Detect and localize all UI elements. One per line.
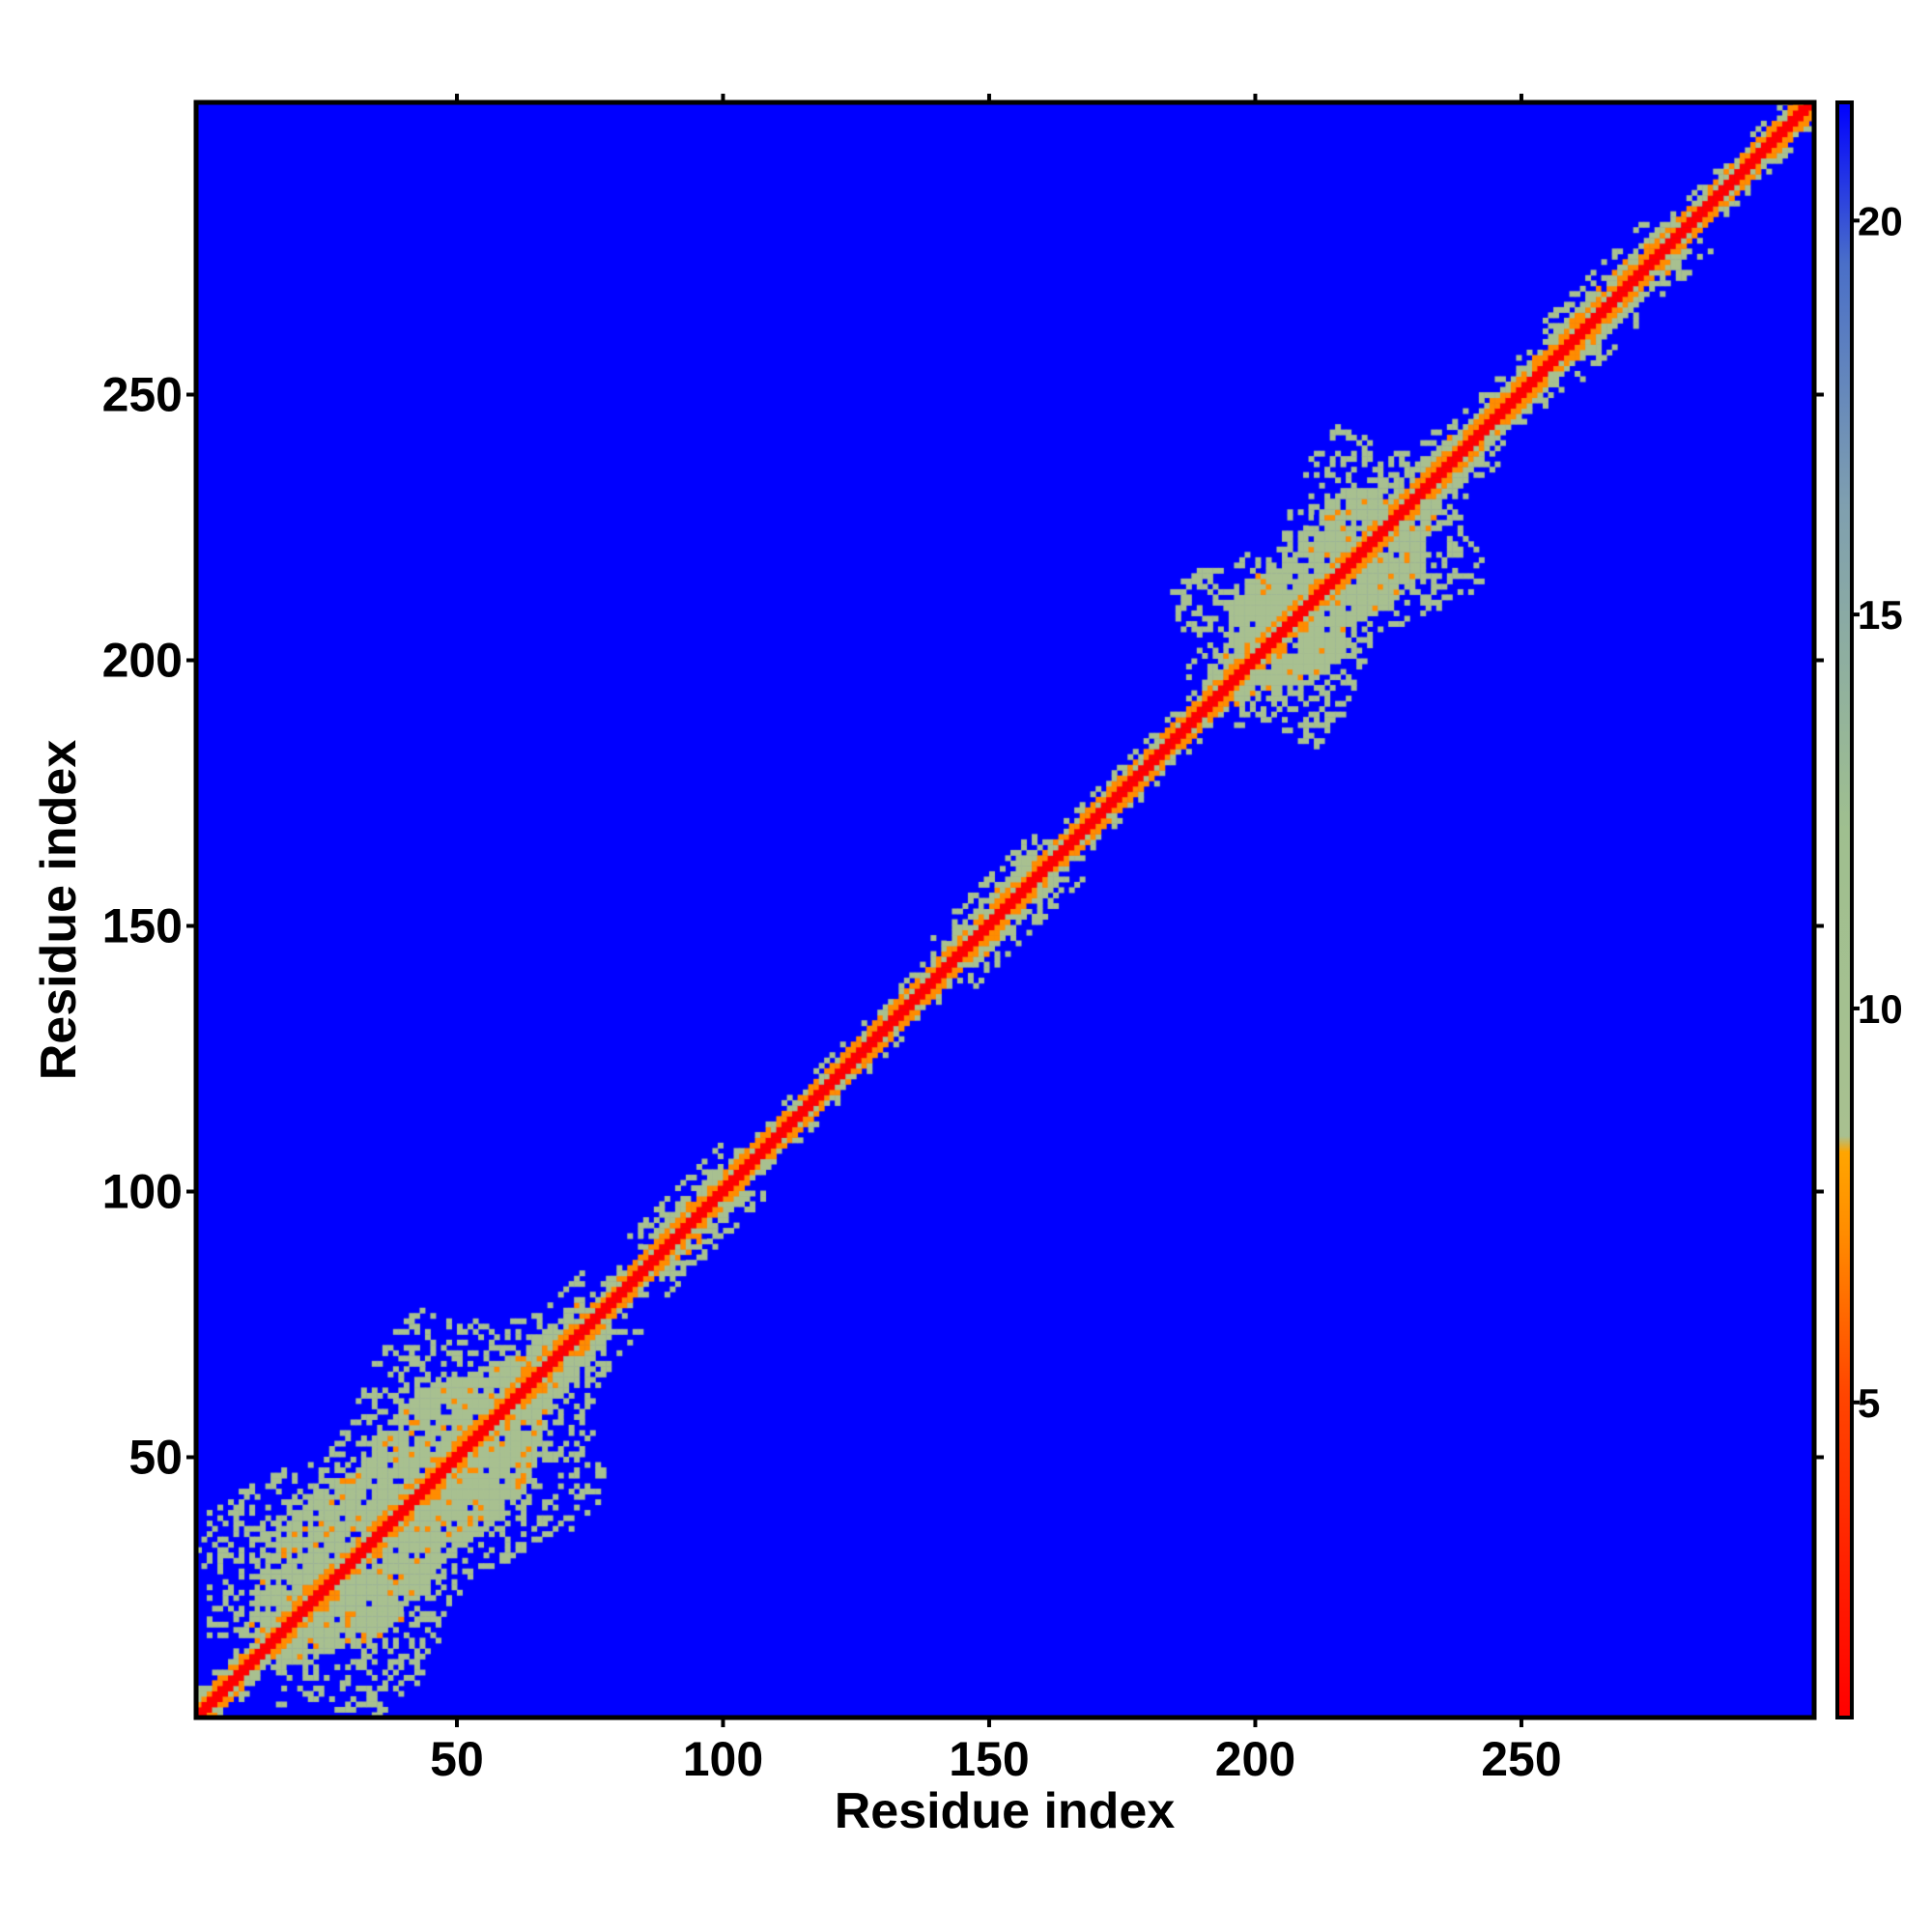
y-tick-label: 100 <box>102 1165 183 1219</box>
x-tick-label: 100 <box>683 1732 763 1786</box>
colorbar-tick-label: 5 <box>1858 1380 1880 1426</box>
y-tick-label: 200 <box>102 634 183 688</box>
colorbar-tick-label: 10 <box>1858 986 1903 1032</box>
x-tick-label: 150 <box>949 1732 1029 1786</box>
y-axis-ticks: 50 100 150 200 250 <box>102 368 1824 1485</box>
heatmap-area <box>196 102 1814 1718</box>
y-tick-label: 50 <box>128 1431 183 1485</box>
y-tick-label: 250 <box>102 368 183 422</box>
colorbar-gradient <box>1835 100 1854 1719</box>
colorbar-ticks: 5 10 15 20 <box>1852 198 1903 1426</box>
x-tick-label: 250 <box>1481 1732 1561 1786</box>
x-axis-title: Residue index <box>835 1783 1176 1839</box>
heatmap-image <box>196 102 1814 1718</box>
x-axis-ticks: 50 100 150 200 250 <box>430 94 1562 1786</box>
x-tick-label: 200 <box>1215 1732 1295 1786</box>
y-tick-label: 150 <box>102 899 183 953</box>
colorbar-tick-label: 20 <box>1858 198 1903 243</box>
colorbar: 5 10 15 20 <box>1835 100 1903 1719</box>
y-axis-title: Residue index <box>31 740 87 1081</box>
colorbar-tick-label: 15 <box>1858 592 1903 638</box>
x-tick-label: 50 <box>430 1732 484 1786</box>
plot-frame <box>193 99 1817 1720</box>
